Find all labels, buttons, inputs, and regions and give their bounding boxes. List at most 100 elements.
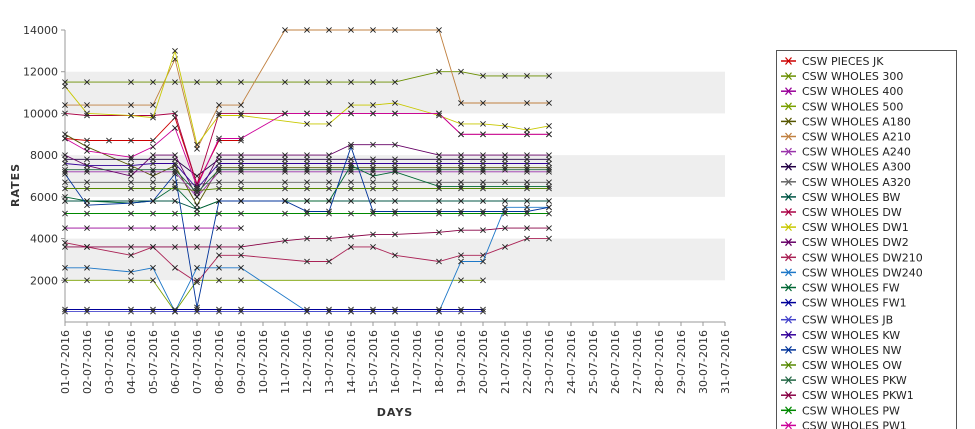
data-point: [480, 185, 486, 192]
data-point: [392, 100, 398, 106]
data-point: [216, 252, 222, 259]
data-point: [304, 235, 310, 242]
data-point: [84, 210, 90, 217]
data-point: [194, 206, 200, 213]
data-point: [480, 308, 486, 315]
data-point: [128, 166, 134, 173]
data-point: [546, 123, 552, 129]
data-point: [546, 225, 552, 232]
y-tick-label: 2000: [30, 274, 58, 287]
grid-bands: [65, 71, 725, 281]
data-point: [348, 243, 354, 250]
legend-item: CSW WHOLES 300: [781, 70, 903, 83]
data-point: [348, 179, 354, 186]
data-point: [62, 193, 68, 200]
data-point: [370, 156, 376, 163]
data-point: [370, 27, 376, 33]
data-point: [392, 141, 398, 148]
legend-marker: [785, 298, 792, 307]
data-point: [392, 79, 398, 86]
data-point: [216, 198, 222, 204]
data-point: [524, 225, 530, 232]
legend-marker: [785, 253, 792, 262]
data-point: [194, 141, 200, 148]
series-csw-wholes-a300: [62, 156, 552, 179]
data-point: [502, 123, 508, 129]
x-tick-label: 15-07-2016: [367, 330, 380, 394]
legend-item: CSW WHOLES JB: [781, 314, 893, 327]
legend-label: CSW WHOLES PW1: [802, 419, 907, 429]
data-point: [326, 258, 332, 265]
legend-item: CSW WHOLES DW1: [781, 221, 909, 234]
series-csw-wholes-300: [62, 68, 552, 86]
data-point: [458, 308, 464, 315]
data-point: [172, 47, 178, 54]
x-tick-label: 02-07-2016: [81, 330, 94, 394]
data-point: [546, 72, 552, 79]
data-point: [348, 143, 354, 150]
data-point: [458, 160, 464, 167]
data-point: [502, 198, 508, 204]
data-point: [392, 185, 398, 192]
x-tick-label: 21-07-2016: [499, 330, 512, 394]
x-tick-label: 23-07-2016: [543, 330, 556, 394]
data-point: [304, 210, 310, 217]
series-layer: [62, 27, 552, 315]
data-point: [172, 166, 178, 173]
data-point: [370, 308, 376, 315]
data-point: [62, 239, 68, 246]
series-csw-wholes-dw1: [62, 47, 552, 148]
data-point: [480, 198, 486, 204]
data-point: [326, 160, 332, 167]
data-point: [150, 277, 156, 284]
data-point: [458, 131, 464, 138]
data-point: [128, 102, 134, 109]
x-tick-label: 26-07-2016: [609, 330, 622, 394]
data-point: [150, 166, 156, 173]
data-point: [84, 225, 90, 232]
legend-marker: [785, 391, 792, 400]
data-point: [502, 243, 508, 250]
data-point: [304, 152, 310, 159]
data-point: [62, 225, 68, 232]
data-point: [238, 243, 244, 250]
y-axis: 2000 4000 6000 8000 10000 12000 14000: [23, 24, 65, 287]
data-point: [194, 193, 200, 200]
data-point: [194, 243, 200, 250]
data-point: [524, 131, 530, 138]
data-point: [238, 152, 244, 159]
data-point: [480, 160, 486, 167]
data-point: [150, 114, 156, 121]
data-point: [436, 229, 442, 236]
data-point: [150, 210, 156, 217]
data-point: [348, 166, 354, 173]
data-point: [194, 225, 200, 232]
legend-label: CSW WHOLES DW1: [802, 221, 909, 234]
data-point: [348, 185, 354, 192]
data-point: [84, 137, 90, 144]
data-point: [62, 243, 68, 250]
data-point: [524, 179, 530, 186]
series-line: [65, 181, 549, 185]
series-line: [65, 227, 549, 248]
data-point: [62, 185, 68, 192]
series-csw-wholes-ow: [62, 185, 552, 194]
data-point: [128, 225, 134, 232]
data-point: [458, 258, 464, 265]
data-point: [458, 227, 464, 234]
data-point: [128, 185, 134, 192]
x-tick-label: 24-07-2016: [565, 330, 578, 394]
x-tick-label: 16-07-2016: [389, 330, 402, 394]
legend-item: CSW WHOLES A210: [781, 131, 911, 144]
series-line: [64, 144, 549, 198]
x-tick-label: 03-07-2016: [103, 330, 116, 394]
data-point: [304, 166, 310, 173]
data-point: [216, 166, 222, 173]
x-tick-label: 25-07-2016: [587, 330, 600, 394]
data-point: [128, 308, 134, 315]
data-point: [282, 210, 288, 217]
data-point: [546, 185, 552, 192]
series-line: [65, 71, 549, 83]
data-point: [524, 166, 530, 173]
x-tick-label: 06-07-2016: [169, 330, 182, 394]
